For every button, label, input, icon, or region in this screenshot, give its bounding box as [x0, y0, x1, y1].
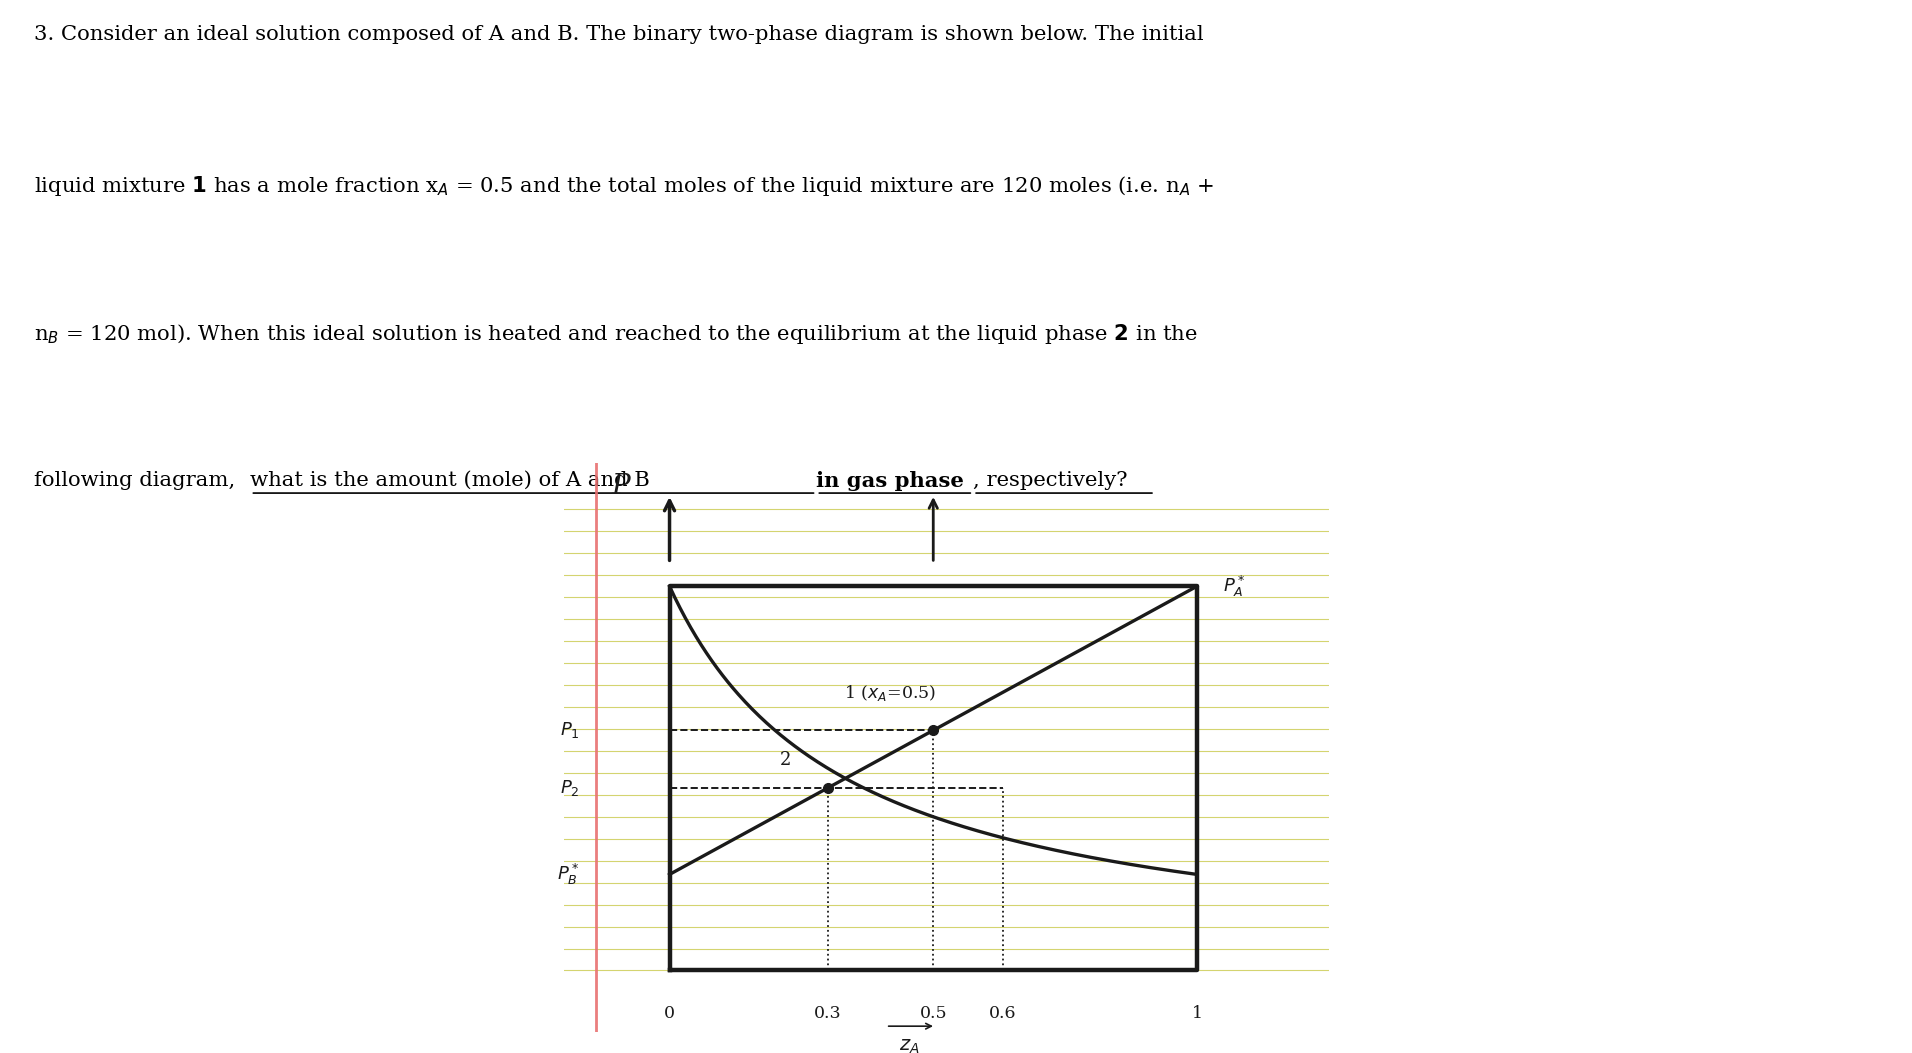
- Text: 3. Consider an ideal solution composed of A and B. The binary two-phase diagram : 3. Consider an ideal solution composed o…: [34, 25, 1205, 44]
- Text: $P_A^*$: $P_A^*$: [1224, 574, 1247, 599]
- Text: 1: 1: [1191, 1005, 1203, 1022]
- Text: in gas phase: in gas phase: [816, 471, 964, 491]
- Text: following diagram,: following diagram,: [34, 471, 243, 490]
- Text: $P_2$: $P_2$: [560, 778, 579, 798]
- Text: 0.5: 0.5: [920, 1005, 946, 1022]
- Text: 0: 0: [663, 1005, 675, 1022]
- Text: , respectively?: , respectively?: [973, 471, 1128, 490]
- Text: liquid mixture $\mathbf{1}$ has a mole fraction x$_A$ = 0.5 and the total moles : liquid mixture $\mathbf{1}$ has a mole f…: [34, 174, 1214, 198]
- Text: 0.3: 0.3: [815, 1005, 841, 1022]
- Text: n$_B$ = 120 mol). When this ideal solution is heated and reached to the equilibr: n$_B$ = 120 mol). When this ideal soluti…: [34, 322, 1199, 346]
- Text: $P_B^*$: $P_B^*$: [558, 861, 579, 887]
- Text: what is the amount (mole) of A and B: what is the amount (mole) of A and B: [250, 471, 658, 490]
- Text: $P_1$: $P_1$: [560, 720, 579, 740]
- Text: 0.6: 0.6: [989, 1005, 1017, 1022]
- Text: 2: 2: [780, 751, 792, 769]
- Text: 1 ($x_A$=0.5): 1 ($x_A$=0.5): [843, 683, 935, 703]
- Text: $z_A$: $z_A$: [899, 1037, 920, 1053]
- Text: P: P: [612, 473, 631, 500]
